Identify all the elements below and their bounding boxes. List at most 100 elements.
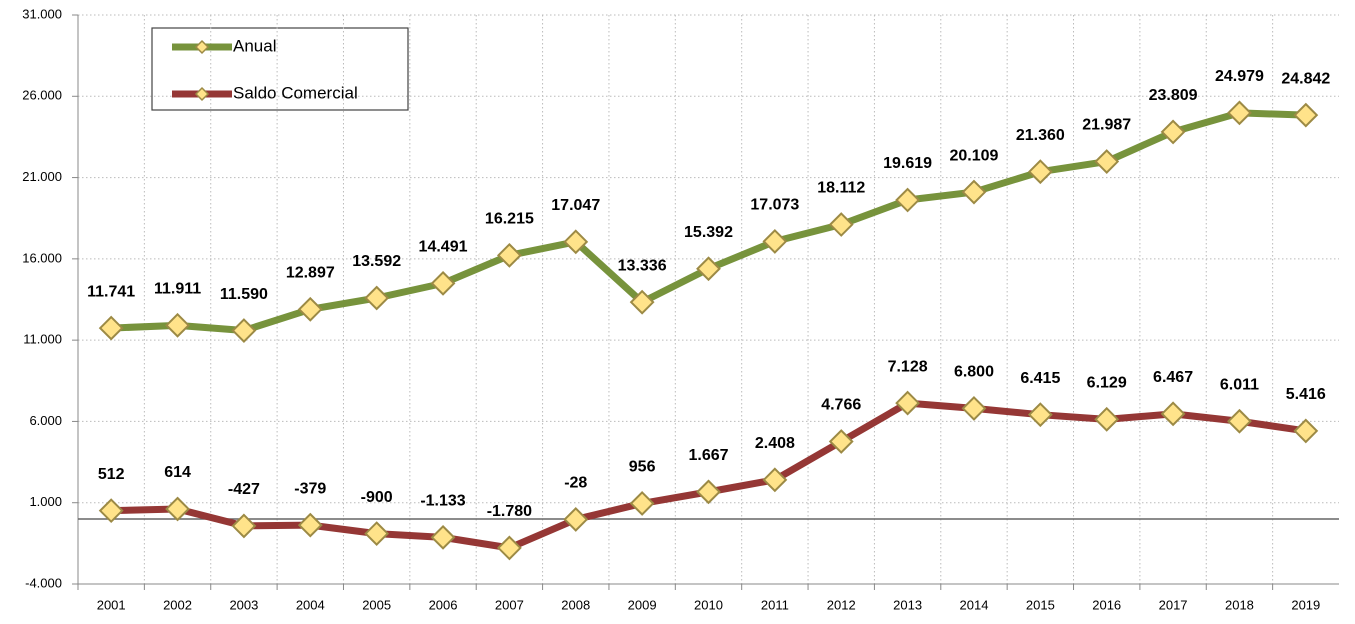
point-marker <box>961 179 987 205</box>
legend-marker <box>194 86 210 102</box>
x-tick-label: 2018 <box>1225 597 1254 612</box>
point-marker <box>1227 408 1252 434</box>
data-label: 512 <box>98 466 125 483</box>
data-label: 17.073 <box>750 197 799 214</box>
data-label: 14.491 <box>419 239 468 256</box>
x-tick-label: 2011 <box>761 597 789 612</box>
point-marker <box>696 479 721 505</box>
data-label: 2.408 <box>755 435 795 452</box>
data-label: -28 <box>564 475 587 492</box>
data-label: -427 <box>228 481 260 498</box>
data-label: 11.590 <box>220 286 268 303</box>
x-tick-label: 2014 <box>960 597 989 612</box>
x-tick-label: 2009 <box>628 597 657 612</box>
data-label: -1.133 <box>420 493 465 510</box>
data-label: 21.360 <box>1016 127 1065 144</box>
legend-label: Saldo Comercial <box>233 83 358 102</box>
y-tick-label: -4.000 <box>25 575 62 590</box>
data-label: 1.667 <box>688 447 728 464</box>
data-label: 19.619 <box>883 155 932 172</box>
point-marker <box>364 285 390 311</box>
point-marker <box>762 228 788 254</box>
point-marker <box>165 312 190 338</box>
x-tick-label: 2006 <box>429 597 458 612</box>
data-label: 17.047 <box>551 197 600 214</box>
x-tick-label: 2015 <box>1026 597 1055 612</box>
point-marker <box>1293 102 1319 128</box>
point-marker <box>496 242 522 268</box>
point-marker <box>364 521 390 547</box>
x-tick-label: 2007 <box>495 597 524 612</box>
x-tick-label: 2008 <box>561 597 590 612</box>
data-label: 6.129 <box>1087 375 1127 392</box>
x-tick-label: 2019 <box>1291 597 1320 612</box>
x-tick-label: 2017 <box>1159 597 1188 612</box>
data-label: 6.011 <box>1220 376 1259 393</box>
point-marker <box>231 513 257 539</box>
x-tick-label: 2004 <box>296 597 325 612</box>
point-marker <box>1160 401 1186 427</box>
point-marker <box>629 289 655 315</box>
point-marker <box>1160 119 1186 145</box>
point-marker <box>629 491 655 516</box>
point-marker <box>1094 406 1120 432</box>
x-tick-label: 2012 <box>827 597 856 612</box>
y-tick-label: 6.000 <box>29 413 62 428</box>
point-marker <box>430 270 456 296</box>
data-label: -1.780 <box>487 503 532 520</box>
data-label: 614 <box>164 464 191 481</box>
data-label: 11.911 <box>154 281 201 298</box>
data-label: 5.416 <box>1286 386 1326 403</box>
data-label: 6.800 <box>954 364 994 381</box>
data-label: 4.766 <box>821 397 861 414</box>
series-line <box>111 399 1307 552</box>
data-label: 6.467 <box>1153 369 1193 386</box>
point-marker <box>696 256 721 282</box>
legend-marker <box>194 39 210 55</box>
data-label: 12.897 <box>286 265 335 282</box>
point-marker <box>98 315 124 341</box>
point-marker <box>563 229 589 255</box>
y-tick-label: 11.000 <box>23 332 62 347</box>
data-label: 956 <box>629 459 656 476</box>
data-label: 23.809 <box>1149 87 1198 104</box>
data-label: 24.842 <box>1281 70 1330 87</box>
point-marker <box>165 496 190 522</box>
y-tick-label: 21.000 <box>22 169 62 184</box>
point-marker <box>1094 149 1120 174</box>
point-marker <box>563 507 589 532</box>
data-label: 18.112 <box>817 180 865 197</box>
point-marker <box>895 390 921 416</box>
point-marker <box>895 187 921 213</box>
x-tick-label: 2016 <box>1092 597 1121 612</box>
point-marker <box>297 296 323 322</box>
y-tick-label: 16.000 <box>22 250 62 265</box>
data-label: 7.128 <box>888 358 928 375</box>
data-label: 6.415 <box>1020 370 1060 387</box>
data-label: 13.592 <box>352 253 401 270</box>
x-tick-label: 2010 <box>694 597 723 612</box>
data-label: 11.741 <box>87 283 135 300</box>
data-label: 15.392 <box>684 224 733 241</box>
data-label: 13.336 <box>618 257 667 274</box>
point-marker <box>1293 418 1319 444</box>
point-marker <box>828 429 854 454</box>
point-marker <box>430 524 456 550</box>
point-marker <box>762 467 788 493</box>
point-marker <box>1027 402 1053 428</box>
data-label: -900 <box>361 489 393 506</box>
y-tick-label: 31.000 <box>22 6 62 21</box>
data-label: 21.987 <box>1082 117 1131 134</box>
point-marker <box>1027 159 1053 185</box>
point-marker <box>231 318 257 343</box>
series-line <box>111 109 1306 335</box>
point-marker <box>496 535 522 561</box>
data-label: 24.979 <box>1215 68 1264 85</box>
data-label: -379 <box>294 480 326 497</box>
data-label: 16.215 <box>485 211 534 228</box>
y-tick-label: 1.000 <box>29 494 62 509</box>
legend-label: Anual <box>233 36 276 55</box>
point-marker <box>297 512 323 538</box>
x-tick-label: 2013 <box>893 597 922 612</box>
